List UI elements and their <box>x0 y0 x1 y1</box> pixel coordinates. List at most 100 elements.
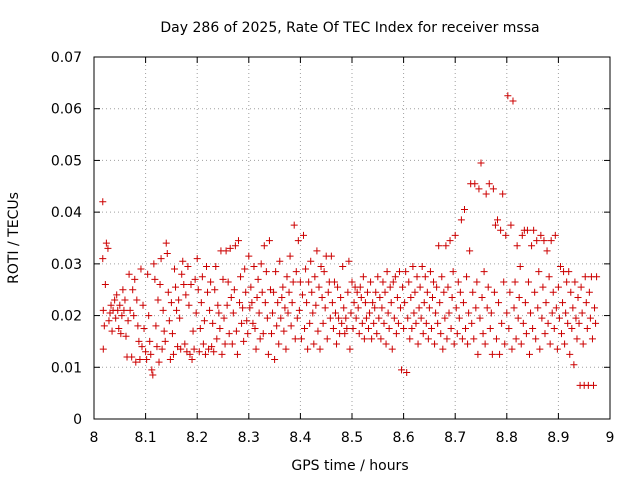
data-point <box>592 319 600 327</box>
data-point <box>412 319 420 327</box>
data-point <box>118 312 126 320</box>
data-point <box>233 350 241 358</box>
data-point <box>237 273 245 281</box>
data-point <box>231 242 239 250</box>
data-point <box>320 268 328 276</box>
data-point <box>331 309 339 317</box>
data-point <box>248 299 256 307</box>
data-point <box>415 304 423 312</box>
data-point <box>216 325 224 332</box>
data-point <box>169 350 177 358</box>
data-point <box>385 325 393 332</box>
data-point <box>378 304 386 312</box>
data-point <box>486 325 494 332</box>
data-point <box>128 353 136 361</box>
data-point <box>136 356 144 364</box>
data-point <box>421 273 429 281</box>
data-point <box>306 319 314 327</box>
data-point <box>552 304 560 312</box>
data-point <box>299 231 307 239</box>
data-point <box>465 309 473 317</box>
data-point <box>286 252 294 260</box>
data-point <box>515 293 523 301</box>
data-point <box>417 314 425 322</box>
data-point <box>144 270 152 278</box>
data-point <box>470 335 478 343</box>
data-point <box>512 335 520 343</box>
data-point <box>507 221 515 229</box>
data-point <box>125 270 133 278</box>
data-point <box>381 288 389 296</box>
data-point <box>392 330 400 338</box>
data-point <box>352 314 360 322</box>
data-point <box>481 340 489 348</box>
data-point <box>222 247 230 255</box>
data-point <box>474 350 482 358</box>
data-point <box>294 237 302 245</box>
data-point <box>161 337 169 345</box>
data-point <box>585 288 593 296</box>
data-point <box>401 299 409 307</box>
data-point <box>511 278 519 286</box>
data-point <box>502 231 510 239</box>
data-point <box>129 286 137 294</box>
data-point <box>518 231 526 239</box>
data-point <box>111 296 119 304</box>
data-point <box>239 304 247 312</box>
data-point <box>318 293 326 301</box>
data-point <box>223 301 231 309</box>
data-point <box>549 288 557 296</box>
data-point <box>221 340 229 348</box>
data-point <box>198 273 206 281</box>
data-point <box>441 314 449 322</box>
data-point <box>492 335 500 343</box>
y-tick-label: 0.07 <box>51 50 82 66</box>
data-point <box>252 345 260 353</box>
y-tick-label: 0 <box>73 412 82 428</box>
data-point <box>562 309 570 317</box>
data-point <box>499 190 507 198</box>
data-point <box>409 262 417 270</box>
data-point <box>539 283 547 291</box>
x-tick-label: 8.4 <box>289 430 311 446</box>
data-point <box>132 358 140 366</box>
data-point <box>296 278 304 286</box>
data-point <box>591 304 599 312</box>
data-point <box>115 325 123 332</box>
data-point <box>583 325 591 332</box>
data-point <box>142 348 150 356</box>
data-point <box>410 309 418 317</box>
data-point <box>200 317 208 325</box>
data-point <box>548 309 556 317</box>
data-point <box>130 312 138 320</box>
x-tick-label: 9 <box>606 430 615 446</box>
data-point <box>413 273 421 281</box>
data-point <box>543 247 551 255</box>
data-point <box>219 275 227 283</box>
data-point <box>448 293 456 301</box>
data-point <box>164 288 172 296</box>
data-point <box>285 288 293 296</box>
data-point <box>485 180 493 188</box>
data-point <box>369 299 377 307</box>
data-point <box>153 343 161 351</box>
data-point <box>283 273 291 281</box>
data-point <box>458 335 466 343</box>
data-point <box>466 247 474 255</box>
data-point <box>201 350 209 358</box>
data-point <box>338 319 346 327</box>
data-point <box>339 262 347 270</box>
data-point <box>586 314 594 322</box>
data-point <box>259 330 267 338</box>
data-point <box>104 244 112 252</box>
data-point <box>534 304 542 312</box>
y-tick-label: 0.03 <box>51 257 82 273</box>
data-point <box>334 283 342 291</box>
data-point <box>159 306 167 314</box>
data-point <box>236 299 244 307</box>
data-point <box>374 273 382 281</box>
data-point <box>437 330 445 338</box>
data-point <box>177 345 185 353</box>
data-point <box>452 304 460 312</box>
data-point <box>383 268 391 276</box>
